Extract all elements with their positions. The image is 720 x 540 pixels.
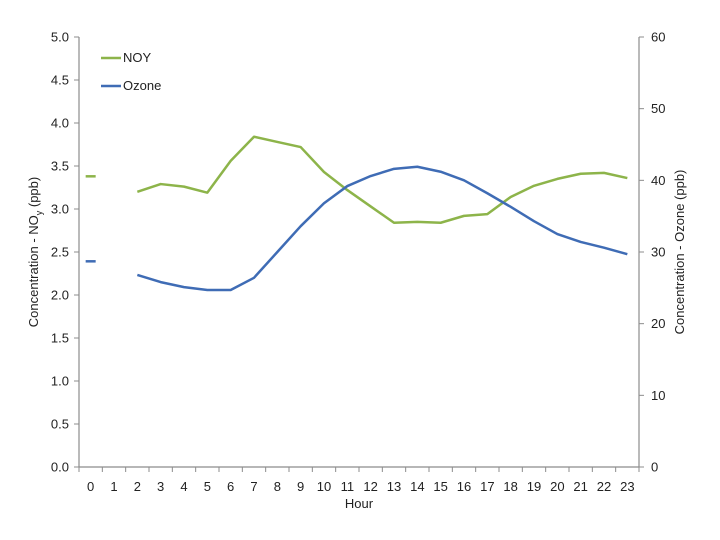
x-tick-label: 23: [620, 479, 634, 494]
x-tick-label: 0: [87, 479, 94, 494]
x-tick-label: 1: [110, 479, 117, 494]
left-y-tick-label: 2.0: [51, 288, 69, 303]
left-y-tick-label: 4.5: [51, 73, 69, 88]
left-y-tick-label: 1.0: [51, 374, 69, 389]
right-y-tick-label: 0: [651, 460, 658, 475]
left-y-tick-label: 3.5: [51, 159, 69, 174]
x-tick-label: 22: [597, 479, 611, 494]
x-axis-ticks: 0 1 2 3 4 5 6 7 8 9 10 11 12 13 14 15 16 17 18 19 20 21 22 23: [78, 467, 640, 494]
series-ozone-line: [136, 165, 628, 292]
right-y-tick-label: 60: [651, 30, 665, 45]
x-tick-label: 15: [433, 479, 447, 494]
right-y-axis-title: Concentration - Ozone (ppb): [672, 170, 687, 335]
x-tick-label: 7: [250, 479, 257, 494]
x-tick-label: 5: [204, 479, 211, 494]
legend-label-ozone: Ozone: [123, 78, 161, 93]
left-y-tick-label: 4.0: [51, 116, 69, 131]
right-y-axis-ticks: 0 10 20 30 40 50 60: [639, 30, 665, 475]
legend: NOY Ozone: [101, 50, 161, 93]
x-tick-label: 6: [227, 479, 234, 494]
x-tick-label: 19: [527, 479, 541, 494]
left-y-tick-label: 3.0: [51, 202, 69, 217]
right-y-tick-label: 20: [651, 316, 665, 331]
left-y-tick-label: 0.5: [51, 417, 69, 432]
x-axis-title: Hour: [345, 496, 374, 511]
left-y-axis-title: Concentration - NOy (ppb): [26, 177, 44, 327]
x-tick-label: 11: [341, 479, 355, 494]
x-tick-label: 8: [274, 479, 281, 494]
left-y-tick-label: 0.0: [51, 460, 69, 475]
right-y-tick-label: 50: [651, 101, 665, 116]
series-lines: [85, 135, 628, 292]
right-y-tick-label: 10: [651, 388, 665, 403]
x-tick-label: 17: [480, 479, 494, 494]
x-tick-label: 13: [387, 479, 401, 494]
x-tick-label: 2: [134, 479, 141, 494]
x-tick-label: 10: [317, 479, 331, 494]
left-y-axis-ticks: 0.0 0.5 1.0 1.5 2.0 2.5 3.0 3.5 4.0 4.5 5.0: [51, 30, 79, 475]
x-tick-label: 16: [457, 479, 471, 494]
x-tick-label: 14: [410, 479, 424, 494]
right-y-tick-label: 30: [651, 245, 665, 260]
x-tick-label: 4: [180, 479, 187, 494]
legend-label-noy: NOY: [123, 50, 152, 65]
left-y-tick-label: 2.5: [51, 245, 69, 260]
x-tick-label: 12: [363, 479, 377, 494]
x-tick-label: 20: [550, 479, 564, 494]
x-tick-label: 3: [157, 479, 164, 494]
x-tick-label: 21: [573, 479, 587, 494]
x-tick-label: 9: [297, 479, 304, 494]
right-y-tick-label: 40: [651, 173, 665, 188]
series-noy-line: [136, 135, 628, 225]
left-y-tick-label: 5.0: [51, 30, 69, 45]
left-y-tick-label: 1.5: [51, 331, 69, 346]
x-tick-label: 18: [503, 479, 517, 494]
